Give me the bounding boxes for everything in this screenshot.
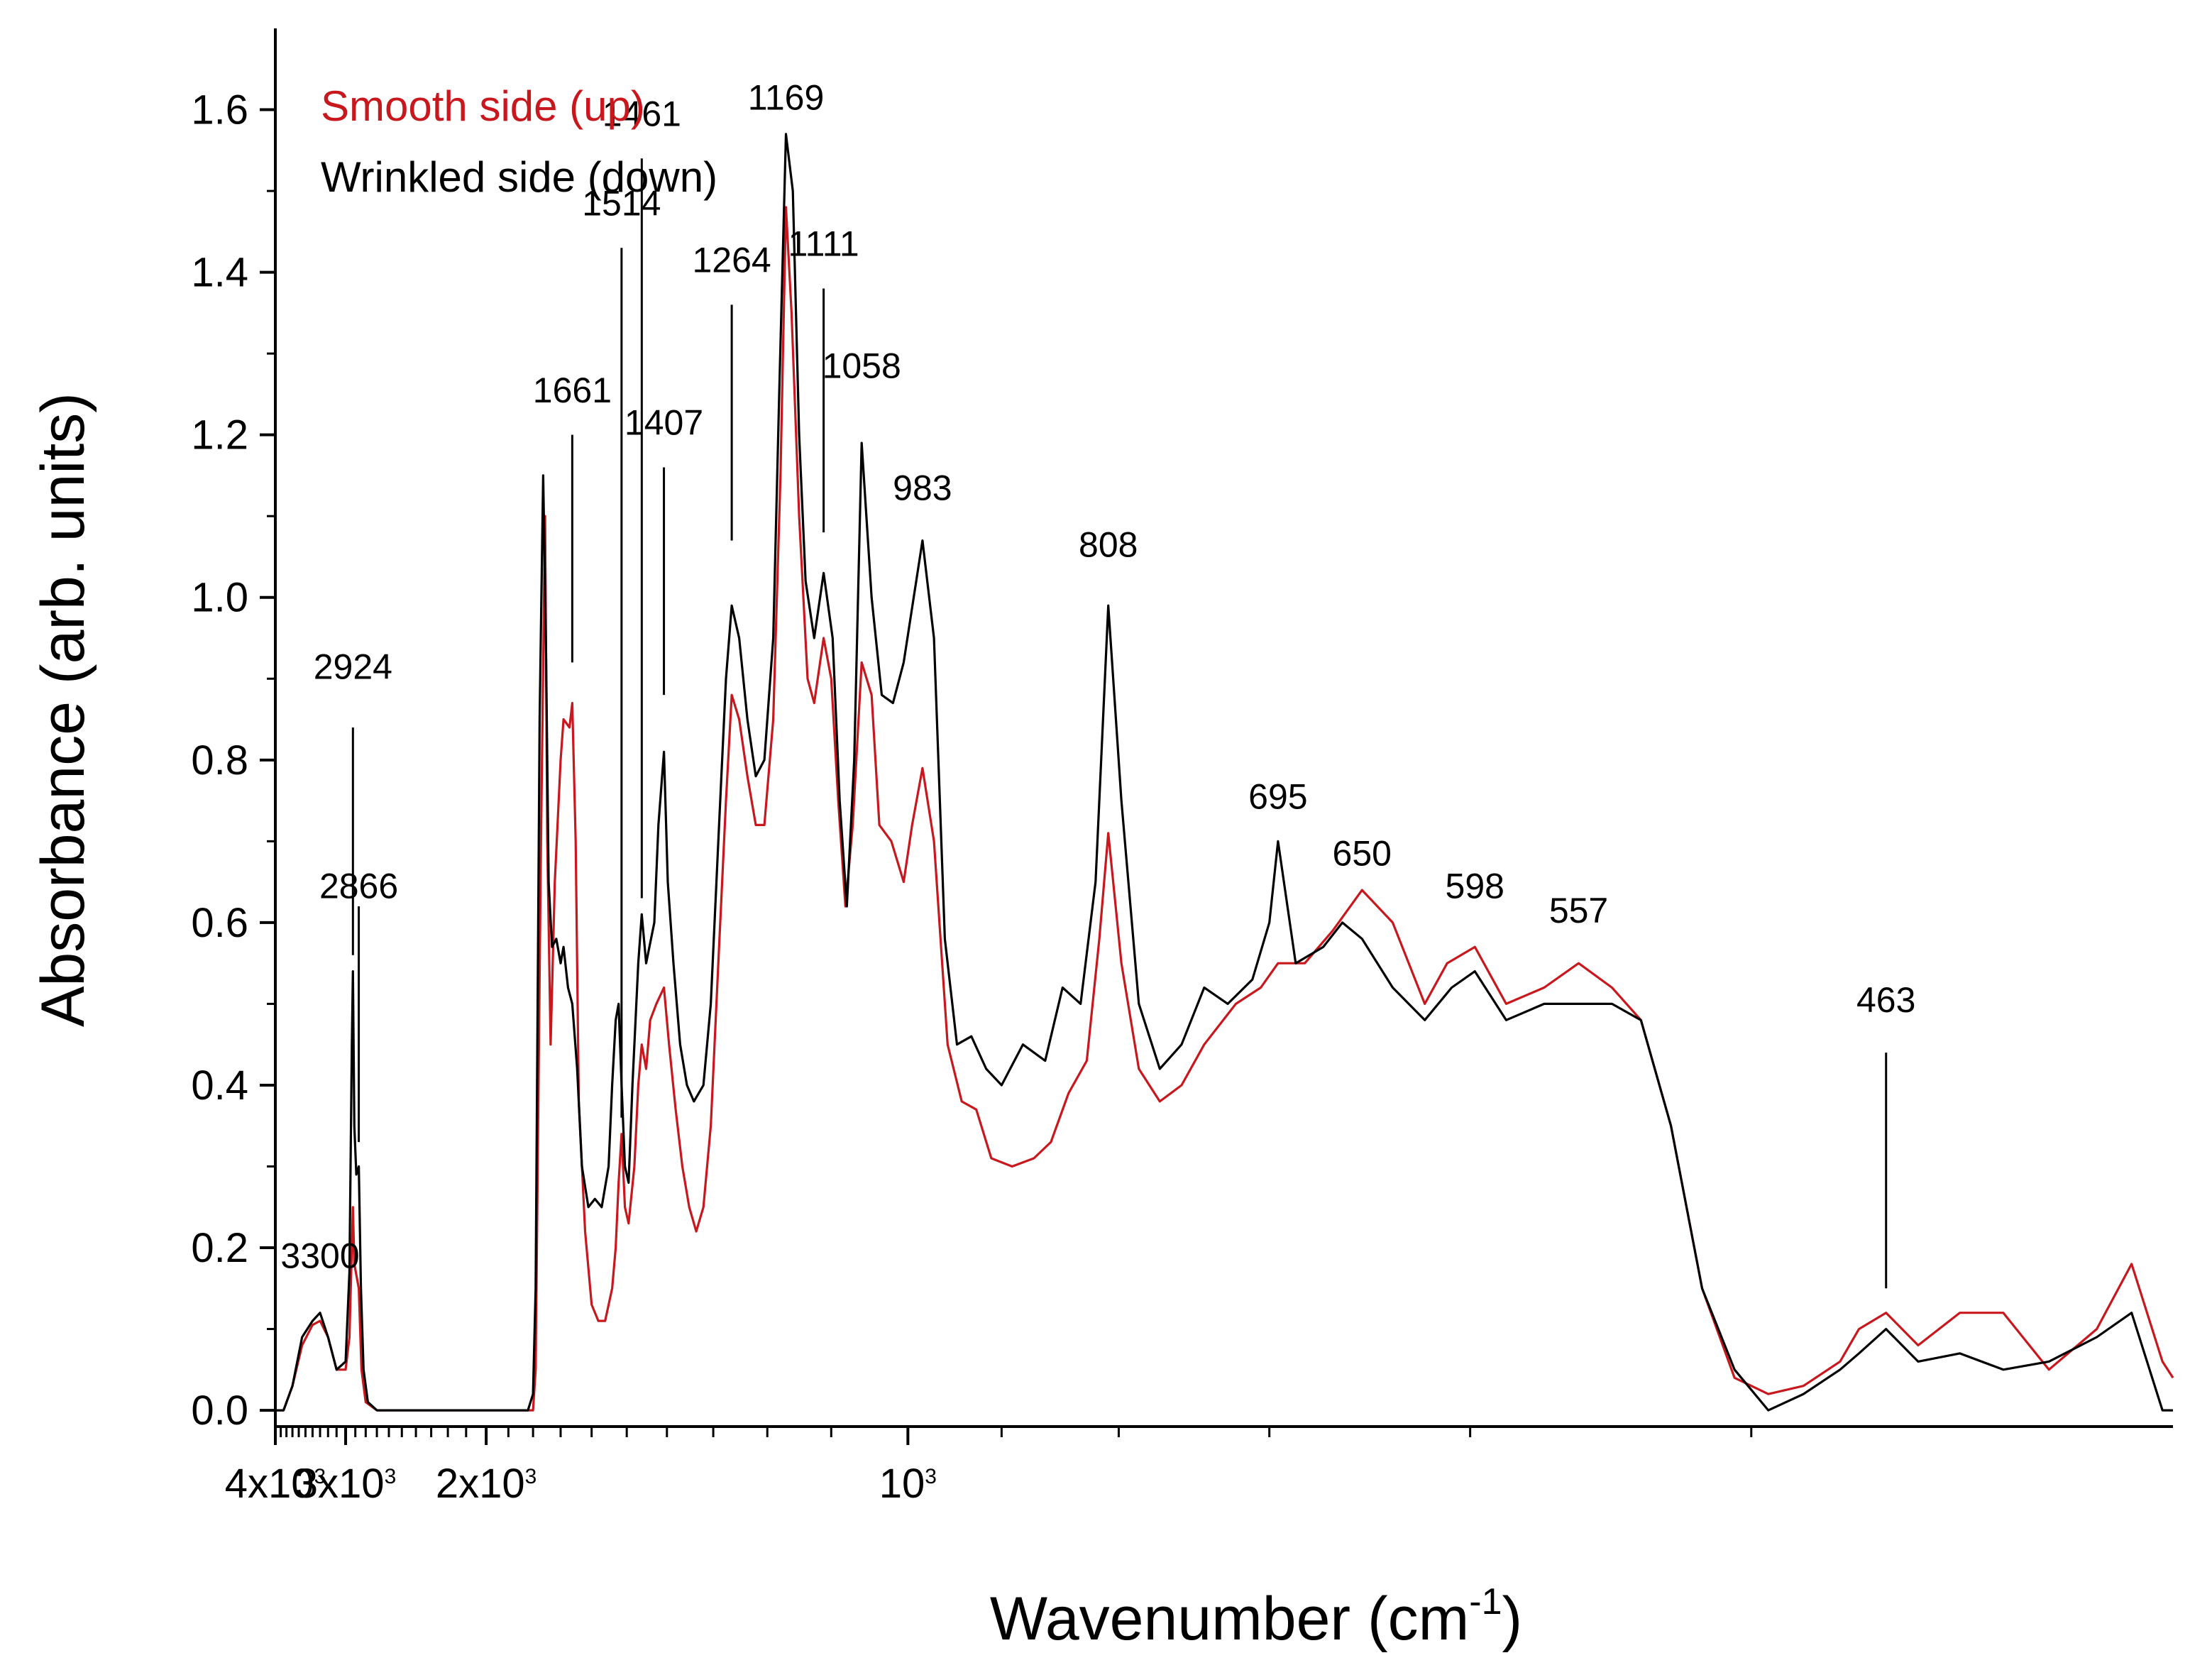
y-tick-label: 1.0 (191, 575, 248, 621)
peak-label-1169: 1169 (748, 78, 825, 118)
peak-label-650: 650 (1333, 834, 1392, 874)
peak-label-1264: 1264 (692, 241, 771, 280)
peak-label-598: 598 (1446, 867, 1504, 906)
y-tick-label: 0.2 (191, 1225, 248, 1271)
x-axis-title-superscript: -1 (1469, 1581, 1502, 1622)
y-tick-label: 1.6 (191, 87, 248, 133)
x-tick-label-exponent: 3 (385, 1465, 397, 1488)
x-tick-label-mantissa: 3x10 (295, 1461, 385, 1507)
legend-entry-smooth-side: Smooth side (up) (321, 82, 645, 130)
y-tick-label: 0.8 (191, 737, 248, 784)
x-tick-label-mantissa: 10 (879, 1461, 925, 1507)
x-tick-label-exponent: 3 (925, 1465, 937, 1488)
x-tick-label-mantissa: 2x10 (436, 1461, 525, 1507)
x-tick-label: 4x103 (225, 1461, 326, 1507)
peak-label-1661: 1661 (533, 370, 612, 410)
legend-entry-wrinkled-side: Wrinkled side (down) (321, 153, 717, 201)
y-tick-label: 1.2 (191, 412, 248, 458)
peak-label-1461: 1461 (602, 94, 681, 133)
peak-label-2924: 2924 (314, 647, 392, 686)
x-tick-label: 2x103 (436, 1461, 537, 1507)
peak-annotations: 3300 2924 2866 1661 1514 1461 1407 1264 1169 1111… (280, 78, 1915, 1289)
peak-label-1407: 1407 (624, 403, 703, 443)
peak-label-3300: 3300 (280, 1236, 359, 1276)
peak-label-808: 808 (1079, 524, 1138, 564)
x-axis-title: Wavenumber (cm-1) (990, 1581, 1522, 1653)
peak-label-1514: 1514 (582, 183, 661, 223)
y-tick-label: 0.4 (191, 1062, 248, 1109)
series-line-smooth-side (275, 206, 2174, 1412)
y-tick-label: 0.0 (191, 1388, 248, 1434)
x-axis-title-main: Wavenumber (cm (990, 1585, 1469, 1653)
legend: Smooth side (up) Wrinkled side (down) (321, 82, 717, 201)
y-axis-title: Absorbance (arb. units) (29, 392, 97, 1027)
x-tick-label-mantissa: 4x10 (225, 1461, 314, 1507)
peak-label-2866: 2866 (319, 867, 398, 906)
y-tick-label: 0.6 (191, 900, 248, 946)
peak-label-1111: 1111 (788, 224, 859, 264)
x-tick-label: 3x103 (295, 1461, 396, 1507)
x-tick-label: 103 (879, 1461, 937, 1507)
peak-label-463: 463 (1856, 980, 1915, 1020)
y-tick-label: 1.4 (191, 250, 248, 296)
x-tick-label-exponent: 3 (314, 1465, 326, 1488)
peak-label-695: 695 (1248, 777, 1307, 817)
x-tick-label-exponent: 3 (525, 1465, 537, 1488)
plot-area (275, 133, 2174, 1412)
peak-label-1058: 1058 (822, 346, 901, 386)
x-axis-title-close: ) (1502, 1585, 1523, 1653)
peak-label-983: 983 (893, 468, 952, 507)
peak-label-557: 557 (1549, 891, 1608, 930)
series-line-wrinkled-side (275, 133, 2173, 1412)
